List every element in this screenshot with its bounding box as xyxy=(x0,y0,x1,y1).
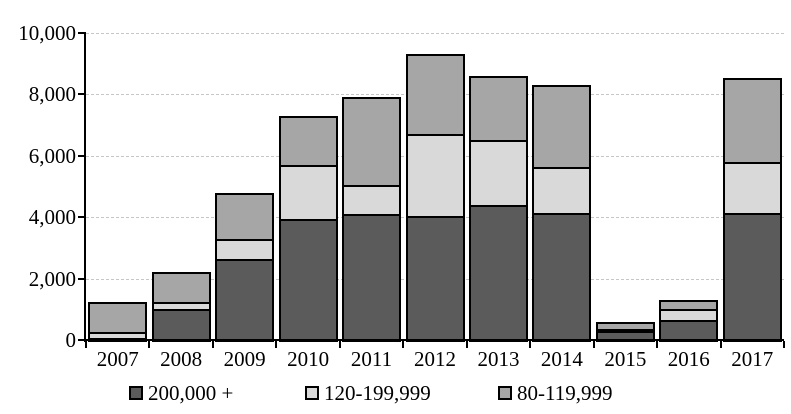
x-axis-tick xyxy=(656,341,659,348)
x-axis-tick xyxy=(529,341,532,348)
bar-segment-2014-series1 xyxy=(532,166,592,215)
y-axis-tick xyxy=(78,154,86,157)
x-axis-label: 2016 xyxy=(667,347,710,371)
legend-swatch-120-199999 xyxy=(305,386,319,400)
gridline xyxy=(86,33,784,34)
y-axis-label: 2,000 xyxy=(28,266,76,291)
legend: 200,000 + 120-199,999 80-119,999 xyxy=(0,380,791,406)
x-axis-label: 2010 xyxy=(287,347,330,371)
bar-segment-2012-series2 xyxy=(405,54,465,137)
legend-label-120-199999: 120-199,999 xyxy=(324,381,431,405)
x-axis-tick xyxy=(592,341,595,348)
y-axis-label: 8,000 xyxy=(28,82,76,107)
bar-segment-2010-series0 xyxy=(278,218,338,342)
bar-segment-2008-series0 xyxy=(151,309,211,342)
bar-segment-2011-series2 xyxy=(342,97,402,187)
y-axis-tick xyxy=(78,93,86,96)
y-axis-label: 0 xyxy=(65,328,77,352)
x-axis-label: 2013 xyxy=(477,347,520,371)
y-axis-tick xyxy=(78,216,86,219)
x-axis xyxy=(84,339,784,341)
bar-segment-2009-series2 xyxy=(215,192,275,241)
y-axis xyxy=(84,33,86,342)
bar-segment-2009-series1 xyxy=(215,238,275,261)
bar-segment-2013-series0 xyxy=(468,204,528,342)
x-axis-label: 2007 xyxy=(96,347,139,371)
y-axis-tick xyxy=(78,339,86,341)
x-axis-label: 2009 xyxy=(223,347,266,371)
x-axis-tick xyxy=(275,341,278,348)
y-axis-tick xyxy=(78,277,86,280)
legend-item-200000-plus: 200,000 + xyxy=(129,380,233,406)
y-axis-label: 4,000 xyxy=(28,205,76,230)
bar-segment-2010-series2 xyxy=(278,115,338,167)
x-axis-label: 2012 xyxy=(413,347,456,371)
bar-segment-2015-series2 xyxy=(595,321,655,332)
x-axis-tick xyxy=(85,341,87,348)
x-axis-tick xyxy=(783,341,785,348)
x-axis-label: 2014 xyxy=(540,347,583,371)
x-axis-label: 2008 xyxy=(160,347,203,371)
bar-segment-2014-series0 xyxy=(532,212,592,342)
bar-segment-2008-series2 xyxy=(151,272,211,304)
legend-item-80-119999: 80-119,999 xyxy=(498,380,612,406)
bar-segment-2011-series0 xyxy=(342,214,402,342)
bar-segment-2013-series1 xyxy=(468,140,528,207)
bar-segment-2010-series1 xyxy=(278,165,338,221)
x-axis-tick xyxy=(465,341,468,348)
x-axis-label: 2015 xyxy=(604,347,647,371)
legend-item-120-199999: 120-199,999 xyxy=(305,380,431,406)
y-axis-label: 10,000 xyxy=(18,21,76,45)
y-axis-tick xyxy=(78,32,86,34)
y-axis-label: 6,000 xyxy=(28,143,76,168)
bar-segment-2012-series0 xyxy=(405,215,465,342)
x-axis-label: 2011 xyxy=(350,347,393,371)
legend-label-80-119999: 80-119,999 xyxy=(517,381,613,405)
legend-swatch-80-119999 xyxy=(498,386,512,400)
bar-segment-2017-series1 xyxy=(722,161,782,215)
bar-segment-2017-series2 xyxy=(722,77,782,164)
bar-segment-2017-series0 xyxy=(722,212,782,342)
bar-segment-2011-series1 xyxy=(342,184,402,217)
x-axis-label: 2017 xyxy=(731,347,774,371)
bar-segment-2012-series1 xyxy=(405,134,465,218)
bar-segment-2013-series2 xyxy=(468,75,528,143)
bar-segment-2016-series2 xyxy=(659,300,719,312)
bar-segment-2009-series0 xyxy=(215,258,275,342)
x-axis-tick xyxy=(719,341,722,348)
x-axis-tick xyxy=(338,341,341,348)
bar-segment-2014-series2 xyxy=(532,85,592,169)
legend-label-200000-plus: 200,000 + xyxy=(148,381,234,405)
bar-segment-2007-series2 xyxy=(88,301,148,335)
legend-swatch-200000-plus xyxy=(129,386,143,400)
x-axis-tick xyxy=(211,341,214,348)
x-axis-tick xyxy=(402,341,405,348)
x-axis-tick xyxy=(148,341,151,348)
